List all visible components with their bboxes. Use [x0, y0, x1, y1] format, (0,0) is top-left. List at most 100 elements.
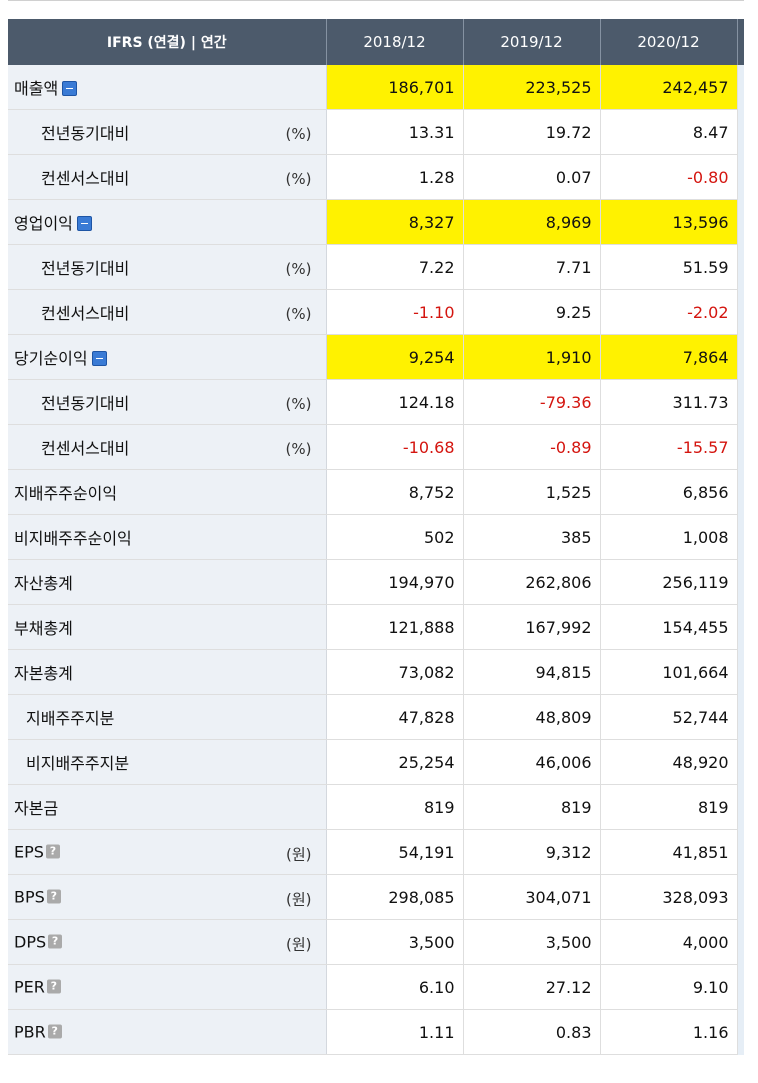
value-cell: 262,806: [463, 559, 601, 605]
row-label: 비지배주주지분: [26, 754, 130, 773]
collapse-minus-icon[interactable]: [62, 81, 78, 96]
scroll-edge-cell: [737, 65, 744, 110]
value-cell: 41,851: [600, 829, 738, 875]
value-cell: 6,856: [600, 469, 738, 515]
scroll-edge-cell: [737, 514, 744, 560]
value-cell: 1,525: [463, 469, 601, 515]
row-label-cell: 부채총계: [8, 604, 327, 650]
row-unit: (%): [285, 394, 312, 413]
row-label: 컨센서스대비: [41, 169, 130, 188]
value-cell: 8,752: [326, 469, 464, 515]
value-cell: 8,969: [463, 199, 601, 245]
table-row: 자본금 819 819 819: [8, 784, 744, 830]
scroll-edge-cell: [737, 604, 744, 650]
row-label-cell: 전년동기대비 (%): [8, 379, 327, 425]
row-label-wrap: 영업이익: [14, 210, 92, 234]
value-cell: 311.73: [600, 379, 738, 425]
row-label-cell: 전년동기대비 (%): [8, 244, 327, 290]
value-cell: 94,815: [463, 649, 601, 695]
value-cell: 7.71: [463, 244, 601, 290]
row-label-cell: 컨센서스대비 (%): [8, 424, 327, 470]
value-cell: 9,254: [326, 334, 464, 380]
help-question-icon[interactable]: ?: [46, 979, 61, 993]
table-row: 전년동기대비 (%) 13.31 19.72 8.47: [8, 109, 744, 155]
table-row: 당기순이익 9,254 1,910 7,864: [8, 334, 744, 380]
row-label: 매출액: [14, 79, 59, 98]
row-label: DPS: [14, 932, 47, 952]
value-cell: 242,457: [600, 65, 738, 110]
row-label-cell: 비지배주주순이익: [8, 514, 327, 560]
row-label: PER: [14, 977, 45, 997]
scroll-edge-cell: [737, 469, 744, 515]
row-label-wrap: 전년동기대비: [41, 390, 129, 414]
row-unit: (원): [285, 935, 312, 954]
value-cell: 8.47: [600, 109, 738, 155]
value-cell: 1.16: [600, 1009, 738, 1055]
row-unit: (%): [285, 124, 312, 143]
row-label-cell: 컨센서스대비 (%): [8, 154, 327, 200]
row-label-cell: DPS? (원): [8, 919, 327, 965]
row-label-cell: 자산총계: [8, 559, 327, 605]
financial-table: IFRS (연결) | 연간 2018/12 2019/12 2020/12 매…: [8, 19, 744, 1055]
row-label: 비지배주주순이익: [14, 529, 132, 548]
value-cell: 19.72: [463, 109, 601, 155]
top-divider: [8, 0, 744, 1]
help-question-icon[interactable]: ?: [45, 844, 60, 858]
row-label-wrap: 부채총계: [14, 615, 73, 639]
header-year-2018: 2018/12: [326, 19, 464, 65]
row-label-wrap: 비지배주주순이익: [14, 525, 132, 549]
value-cell: 328,093: [600, 874, 738, 920]
value-cell: 47,828: [326, 694, 464, 740]
value-cell: 73,082: [326, 649, 464, 695]
value-cell: 46,006: [463, 739, 601, 785]
collapse-minus-icon[interactable]: [91, 351, 107, 366]
scroll-edge-cell: [737, 154, 744, 200]
financial-summary-panel: IFRS (연결) | 연간 2018/12 2019/12 2020/12 매…: [8, 0, 744, 1058]
row-label: PBR: [14, 1022, 46, 1042]
value-cell: 502: [326, 514, 464, 560]
row-label-wrap: 자산총계: [14, 570, 73, 594]
scroll-edge-cell: [737, 379, 744, 425]
row-label: 부채총계: [14, 619, 73, 638]
table-row: BPS? (원) 298,085 304,071 328,093: [8, 874, 744, 920]
value-cell: 256,119: [600, 559, 738, 605]
value-cell: 154,455: [600, 604, 738, 650]
table-row: DPS? (원) 3,500 3,500 4,000: [8, 919, 744, 965]
row-label-cell: EPS? (원): [8, 829, 327, 875]
help-question-icon[interactable]: ?: [47, 1024, 62, 1038]
row-unit: (%): [285, 439, 312, 458]
help-question-icon[interactable]: ?: [46, 889, 61, 903]
value-cell: 6.10: [326, 964, 464, 1010]
value-cell: -0.89: [463, 424, 601, 470]
header-edge: [737, 19, 744, 65]
scroll-edge-cell: [737, 874, 744, 920]
scroll-edge-cell: [737, 334, 744, 380]
value-cell: 52,744: [600, 694, 738, 740]
help-question-icon[interactable]: ?: [48, 934, 63, 948]
value-cell: 7,864: [600, 334, 738, 380]
table-row: 컨센서스대비 (%) -1.10 9.25 -2.02: [8, 289, 744, 335]
scroll-edge-cell: [737, 244, 744, 290]
scroll-edge-cell: [737, 559, 744, 605]
table-row: 비지배주주지분 25,254 46,006 48,920: [8, 739, 744, 785]
row-label: 컨센서스대비: [41, 439, 130, 458]
row-label-wrap: 컨센서스대비: [41, 435, 129, 459]
table-row: 비지배주주순이익 502 385 1,008: [8, 514, 744, 560]
value-cell: 819: [326, 784, 464, 830]
scroll-edge-cell: [737, 424, 744, 470]
table-row: PBR? 1.11 0.83 1.16: [8, 1009, 744, 1055]
row-label-wrap: 지배주주순이익: [14, 480, 117, 504]
value-cell: 186,701: [326, 65, 464, 110]
row-label-cell: PER?: [8, 964, 327, 1010]
table-row: 지배주주순이익 8,752 1,525 6,856: [8, 469, 744, 515]
scroll-edge-cell: [737, 289, 744, 335]
header-ifrs-label[interactable]: IFRS (연결) | 연간: [8, 19, 327, 65]
collapse-minus-icon[interactable]: [76, 216, 92, 231]
row-label-cell: 비지배주주지분: [8, 739, 327, 785]
row-label: 당기순이익: [14, 349, 88, 368]
row-unit: (%): [285, 259, 312, 278]
table-header-row: IFRS (연결) | 연간 2018/12 2019/12 2020/12: [8, 19, 744, 65]
table-row: 컨센서스대비 (%) -10.68 -0.89 -15.57: [8, 424, 744, 470]
value-cell: 124.18: [326, 379, 464, 425]
row-label: 영업이익: [14, 214, 73, 233]
